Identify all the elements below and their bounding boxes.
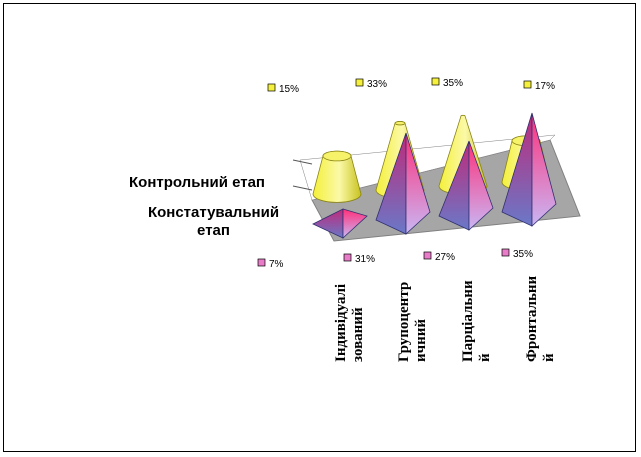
data-label-marker xyxy=(343,253,352,262)
category-tick-label: Фронтальни й xyxy=(524,240,558,362)
series-axis-label: Контрольний етап xyxy=(112,174,282,192)
series-axis-label-line: Констатувальний xyxy=(147,204,280,221)
data-label-marker xyxy=(355,78,364,87)
data-label-marker xyxy=(501,248,510,257)
data-label-value: 33% xyxy=(367,79,387,90)
category-tick-label-line: й xyxy=(541,353,557,362)
pyramid-mark xyxy=(501,112,557,227)
series-axis-label-line: Контрольний етап xyxy=(129,174,265,191)
data-label-value: 35% xyxy=(443,78,463,89)
pyramid-mark xyxy=(438,140,494,231)
data-label-value: 27% xyxy=(435,252,455,263)
chart-frame xyxy=(3,3,636,452)
series-axis-label-line: етап xyxy=(197,222,230,239)
category-tick-label: Індивідуалі зований xyxy=(333,240,367,362)
data-label-marker xyxy=(267,83,276,92)
axis-tick xyxy=(292,159,313,165)
category-tick-label-line: й xyxy=(477,353,493,362)
data-label-value: 17% xyxy=(535,81,555,92)
data-label-marker xyxy=(523,80,532,89)
pyramid-mark xyxy=(312,208,368,239)
pyramid-mark xyxy=(375,132,431,235)
data-label-value: 31% xyxy=(355,254,375,265)
data-label-value: 15% xyxy=(279,84,299,95)
category-tick-label-line: Індивідуалі xyxy=(333,283,349,362)
data-label-marker xyxy=(431,77,440,86)
data-label-marker xyxy=(423,251,432,260)
category-tick-label: Групоцентр ичний xyxy=(396,240,430,362)
cone-mark xyxy=(312,150,362,203)
category-tick-label-line: Групоцентр xyxy=(396,281,412,362)
data-label-value: 7% xyxy=(269,259,284,270)
category-tick-label-line: ичний xyxy=(413,318,429,362)
category-tick-label-line: зований xyxy=(350,307,366,362)
category-tick-label-line: Фронтальни xyxy=(524,275,540,362)
axis-tick xyxy=(292,185,313,191)
series-axis-label: Констатувальний етап xyxy=(126,204,301,240)
category-tick-label: Парціальни й xyxy=(460,240,494,362)
data-label-value: 35% xyxy=(513,249,533,260)
data-label-marker xyxy=(257,258,266,267)
category-tick-label-line: Парціальни xyxy=(460,280,476,362)
